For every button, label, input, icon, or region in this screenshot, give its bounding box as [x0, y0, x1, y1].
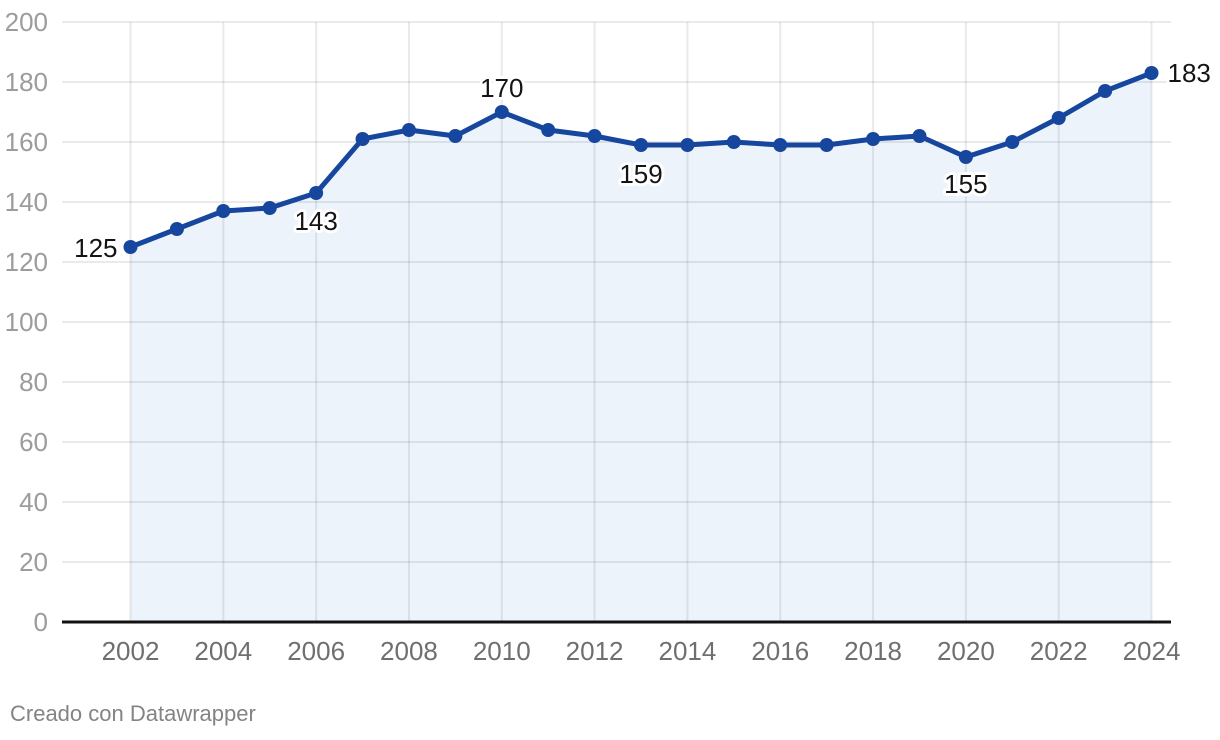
data-point-2024[interactable]: [1144, 66, 1159, 80]
data-point-2018[interactable]: [866, 132, 881, 146]
data-point-2006[interactable]: [309, 186, 324, 200]
y-tick-label-60: 60: [19, 427, 48, 457]
chart-svg: 125 143 170 159 155 183 0 20 40 60 80 100 120 140 160 1…: [4, 7, 1211, 666]
data-point-2011[interactable]: [541, 123, 556, 137]
x-tick-label-2010: 2010: [473, 636, 531, 666]
data-label-2002: 125: [74, 233, 117, 263]
y-tick-label-100: 100: [5, 307, 48, 337]
x-tick-label-2008: 2008: [380, 636, 438, 666]
y-tick-label-160: 160: [5, 127, 48, 157]
x-tick-label-2006: 2006: [287, 636, 345, 666]
y-tick-label-140: 140: [5, 187, 48, 217]
y-tick-label-40: 40: [19, 487, 48, 517]
x-tick-label-2004: 2004: [194, 636, 252, 666]
area-fill: [130, 73, 1152, 622]
y-tick-label-120: 120: [5, 247, 48, 277]
data-point-2004[interactable]: [216, 204, 231, 218]
attribution-text: Creado con Datawrapper: [10, 701, 256, 726]
y-tick-label-20: 20: [19, 547, 48, 577]
data-point-2017[interactable]: [819, 138, 834, 152]
data-point-2016[interactable]: [773, 138, 788, 152]
data-point-2020[interactable]: [958, 150, 973, 164]
data-point-2022[interactable]: [1051, 111, 1066, 125]
data-label-2006: 143: [294, 206, 337, 236]
y-tick-label-200: 200: [5, 7, 48, 37]
x-tick-label-2022: 2022: [1030, 636, 1088, 666]
data-label-2020: 155: [944, 169, 987, 199]
data-label-2013: 159: [619, 159, 662, 189]
data-label-2010: 170: [480, 73, 523, 103]
data-point-2013[interactable]: [634, 138, 649, 152]
y-tick-label-80: 80: [19, 367, 48, 397]
data-point-2005[interactable]: [262, 201, 277, 215]
data-point-2021[interactable]: [1005, 135, 1020, 149]
data-point-2023[interactable]: [1098, 84, 1113, 98]
y-tick-label-0: 0: [34, 607, 48, 637]
data-point-2009[interactable]: [448, 129, 463, 143]
data-point-2003[interactable]: [169, 222, 184, 236]
x-tick-label-2002: 2002: [102, 636, 160, 666]
data-point-2002[interactable]: [123, 240, 138, 254]
data-point-2014[interactable]: [680, 138, 695, 152]
data-label-2024: 183: [1168, 58, 1211, 88]
y-tick-label-180: 180: [5, 67, 48, 97]
data-point-2012[interactable]: [587, 129, 602, 143]
data-point-2010[interactable]: [494, 105, 509, 119]
data-point-2015[interactable]: [726, 135, 741, 149]
x-tick-label-2014: 2014: [658, 636, 716, 666]
x-tick-label-2024: 2024: [1123, 636, 1181, 666]
data-point-2019[interactable]: [912, 129, 927, 143]
data-point-2008[interactable]: [401, 123, 416, 137]
data-point-2007[interactable]: [355, 132, 370, 146]
x-tick-label-2012: 2012: [566, 636, 624, 666]
x-tick-label-2020: 2020: [937, 636, 995, 666]
x-tick-label-2018: 2018: [844, 636, 902, 666]
x-tick-label-2016: 2016: [751, 636, 809, 666]
